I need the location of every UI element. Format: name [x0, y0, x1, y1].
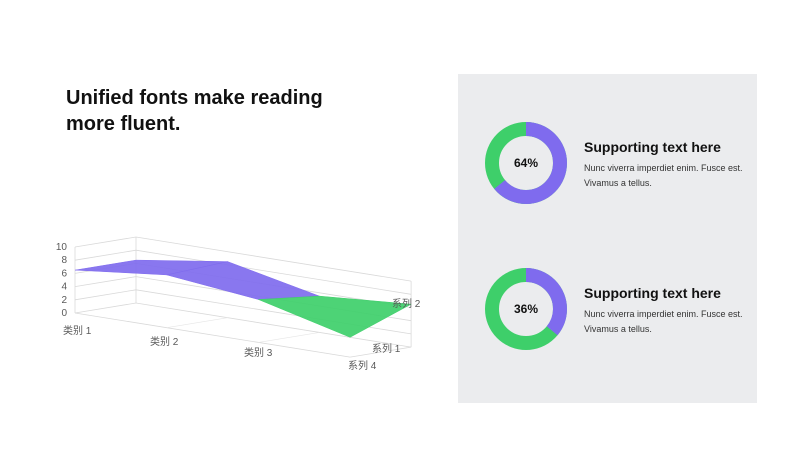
gridline	[74, 312, 351, 358]
x-tick-label: 类别 2	[150, 335, 179, 348]
supporting-body: Nunc viverra imperdiet enim. Fusce est. …	[584, 163, 743, 188]
donut-percent-label: 64%	[513, 156, 539, 170]
surface-patch	[258, 295, 412, 338]
donut-percent-label: 36%	[513, 302, 539, 316]
slide-title: Unified fonts make reading more fluent.	[66, 87, 323, 135]
supporting-heading: Supporting text here	[584, 285, 721, 301]
gridline	[166, 317, 228, 328]
y-tick-label: 10	[56, 242, 68, 253]
y-tick-label: 0	[61, 308, 67, 319]
x-tick-label: 类别 1	[63, 324, 92, 337]
y-tick-label: 2	[61, 295, 67, 306]
donut-value-arc	[485, 268, 567, 350]
donut-chart-1	[485, 122, 567, 204]
chart-grid	[74, 236, 412, 358]
donut-value-arc	[485, 122, 567, 204]
x-tick-label: 类别 3	[244, 346, 273, 359]
gridline	[258, 332, 320, 343]
depth-tick-label: 系列 1	[372, 342, 401, 355]
chart-surface	[74, 259, 412, 338]
supporting-panel: 64% Supporting text here Nunc viverra im…	[458, 74, 757, 403]
depth-tick-label: 系列 2	[392, 297, 421, 310]
y-tick-label: 6	[61, 268, 67, 279]
supporting-heading: Supporting text here	[584, 139, 721, 155]
supporting-body: Nunc viverra imperdiet enim. Fusce est. …	[584, 309, 743, 334]
donut-chart-2	[485, 268, 567, 350]
gridline	[350, 346, 412, 358]
y-tick-label: 4	[61, 282, 67, 293]
y-tick-label: 8	[61, 255, 67, 266]
depth-tick-label: 系列 4	[348, 359, 377, 372]
